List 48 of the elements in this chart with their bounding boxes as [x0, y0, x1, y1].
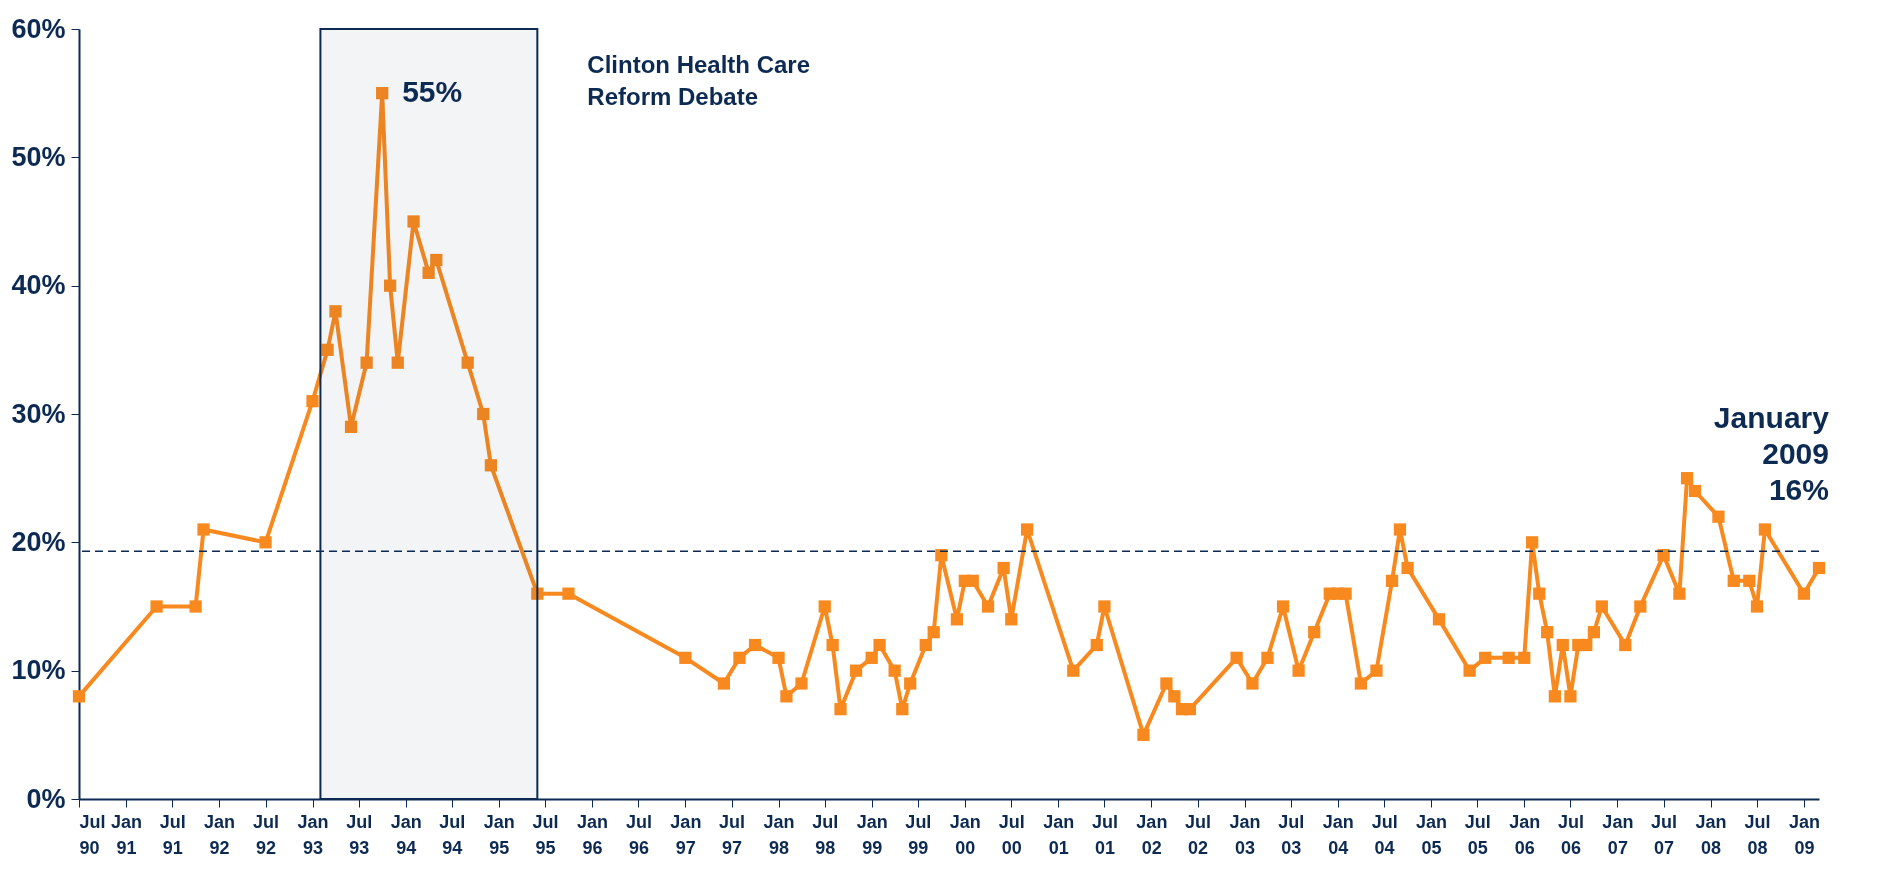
x-tick-label: Jan 09	[1788, 811, 1820, 858]
x-tick-label: Jul 04	[1371, 811, 1398, 858]
x-tick-label: Jul 91	[159, 811, 186, 858]
x-tick-label: Jan 02	[1136, 811, 1168, 858]
x-tick-label: Jul 99	[905, 811, 932, 858]
x-tick-label: Jan 94	[390, 811, 422, 858]
x-tick-label: Jul 01	[1091, 811, 1118, 858]
x-tick-label: Jan 95	[483, 811, 515, 858]
x-tick-label: Jul 94	[439, 811, 466, 858]
x-tick-label: Jul 06	[1557, 811, 1584, 858]
y-tick-label: 60%	[11, 13, 66, 44]
annotation: 55%	[402, 75, 463, 109]
x-tick-label: Jul 92	[253, 811, 280, 858]
x-tick-label: Jul 00	[998, 811, 1025, 858]
x-tick-label: Jan 06	[1509, 811, 1541, 858]
annotation: January 2009 16%	[1713, 400, 1830, 506]
y-tick-label: 40%	[11, 270, 66, 301]
x-tick-label: Jan 99	[856, 811, 888, 858]
x-tick-label: Jan 05	[1416, 811, 1448, 858]
x-tick-label: Jan 07	[1602, 811, 1634, 858]
y-tick-label: 0%	[26, 783, 66, 814]
x-tick-label: Jul 90	[79, 811, 106, 858]
x-tick-label: Jan 01	[1043, 811, 1075, 858]
x-tick-label: Jul 93	[346, 811, 373, 858]
x-tick-label: Jul 96	[625, 811, 652, 858]
x-tick-label: Jan 96	[576, 811, 608, 858]
band-label: Clinton Health Care Reform Debate	[587, 51, 811, 110]
x-tick-label: Jul 02	[1185, 811, 1212, 858]
x-tick-label: Jul 05	[1464, 811, 1491, 858]
x-tick-label: Jul 95	[532, 811, 559, 858]
y-tick-label: 50%	[11, 141, 66, 172]
x-tick-label: Jul 07	[1651, 811, 1678, 858]
x-tick-label: Jan 03	[1229, 811, 1261, 858]
x-tick-label: Jul 98	[812, 811, 839, 858]
y-tick-label: 10%	[11, 655, 66, 686]
x-tick-label: Jan 93	[297, 811, 329, 858]
x-tick-label: Jan 00	[949, 811, 981, 858]
x-tick-label: Jul 03	[1278, 811, 1305, 858]
x-tick-label: Jan 91	[110, 811, 142, 858]
x-tick-label: Jul 97	[719, 811, 746, 858]
x-tick-label: Jul 08	[1744, 811, 1771, 858]
x-tick-label: Jan 97	[670, 811, 702, 858]
x-tick-label: Jan 98	[763, 811, 795, 858]
x-tick-label: Jan 08	[1695, 811, 1727, 858]
y-tick-label: 30%	[11, 398, 66, 429]
x-tick-label: Jan 04	[1322, 811, 1354, 858]
x-tick-label: Jan 92	[204, 811, 236, 858]
y-tick-label: 20%	[11, 526, 66, 557]
